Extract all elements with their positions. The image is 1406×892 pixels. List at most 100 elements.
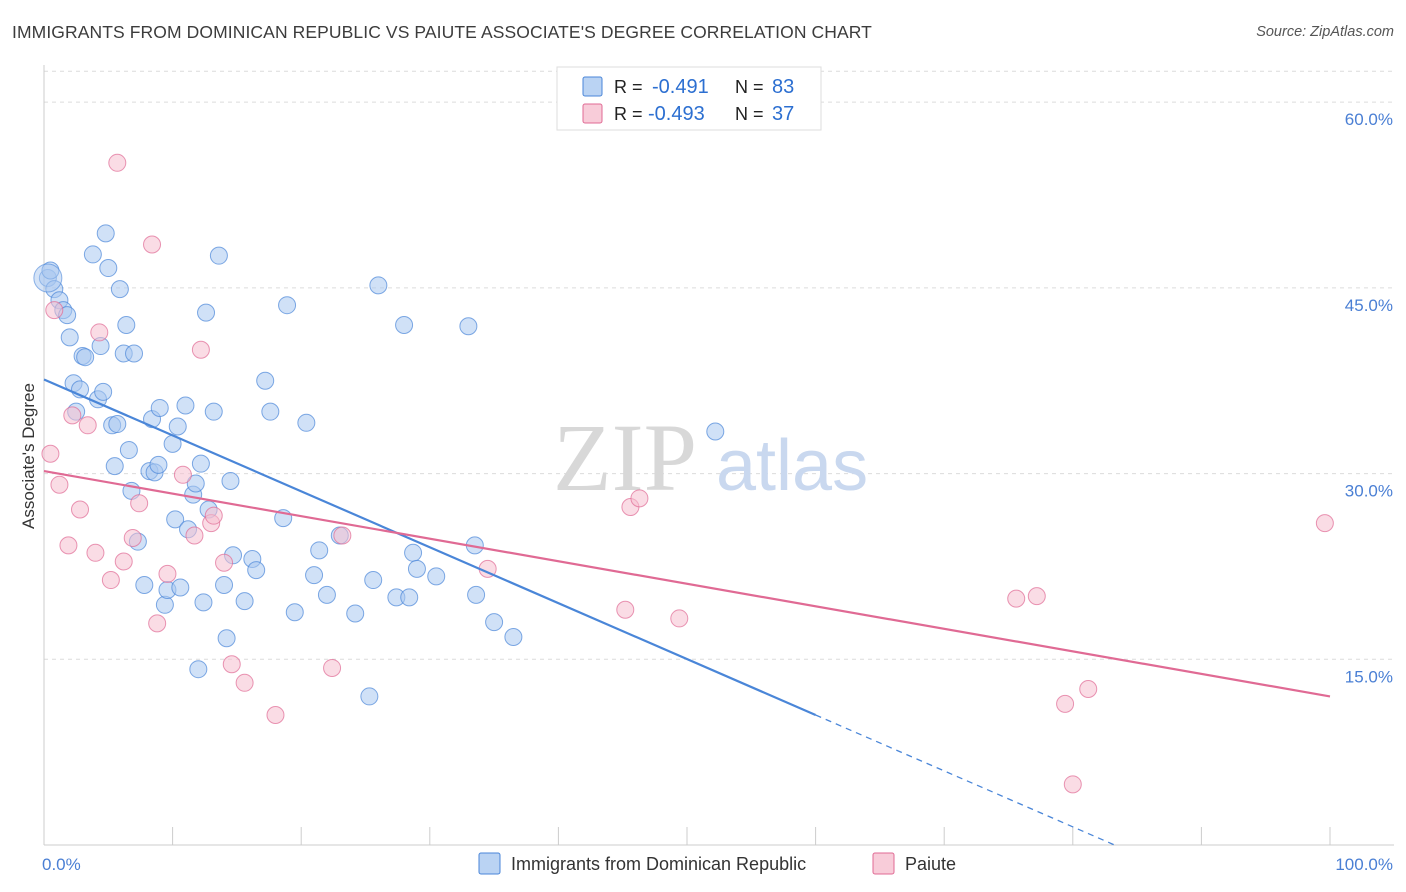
point-paiute xyxy=(215,553,234,572)
point-dominican xyxy=(256,371,275,390)
point-paiute xyxy=(333,526,352,545)
grid xyxy=(44,70,1394,660)
point-paiute xyxy=(86,543,105,562)
y-tick-label: 30.0% xyxy=(1345,482,1393,501)
point-dominican xyxy=(235,592,254,611)
point-paiute xyxy=(222,655,241,674)
point-dominican xyxy=(76,348,95,367)
stats-legend: R = -0.491 N = 83 R = -0.493 N = 37 xyxy=(556,66,822,131)
point-dominican xyxy=(346,604,365,623)
point-dominican xyxy=(176,396,195,415)
trend-line-paiute xyxy=(43,470,1331,698)
point-paiute xyxy=(45,301,64,320)
point-dominican xyxy=(110,280,129,299)
point-dominican xyxy=(83,245,102,264)
point-dominican xyxy=(189,660,208,679)
chart-source: Source: ZipAtlas.com xyxy=(1256,24,1394,40)
point-dominican xyxy=(305,566,324,585)
point-paiute xyxy=(630,489,649,508)
x-tick-labels: 0.0% 100.0% xyxy=(42,855,1393,874)
point-dominican xyxy=(108,415,127,434)
stats-n-value-paiute: 37 xyxy=(772,103,794,125)
point-dominican xyxy=(217,629,236,648)
point-dominican xyxy=(94,382,113,401)
point-paiute xyxy=(50,475,69,494)
point-paiute xyxy=(670,609,689,628)
point-paiute xyxy=(173,465,192,484)
point-dominican xyxy=(166,510,185,529)
point-paiute xyxy=(78,416,97,435)
point-paiute xyxy=(616,600,635,619)
series-legend: Immigrants from Dominican Republic Paiut… xyxy=(478,852,956,875)
point-dominican xyxy=(407,559,426,578)
point-paiute xyxy=(90,323,109,342)
y-tick-labels: 15.0% 30.0% 45.0% 60.0% xyxy=(1345,110,1393,686)
point-paiute xyxy=(1007,589,1026,608)
chart-title: IMMIGRANTS FROM DOMINICAN REPUBLIC VS PA… xyxy=(12,22,872,42)
stats-r-label-dominican: R = xyxy=(614,77,643,97)
y-tick-label: 15.0% xyxy=(1345,667,1393,686)
point-paiute xyxy=(323,658,342,677)
point-dominican xyxy=(149,455,168,474)
point-dominican xyxy=(364,571,383,590)
point-dominican xyxy=(150,398,169,417)
stats-n-value-dominican: 83 xyxy=(772,76,794,98)
legend-swatch-paiute xyxy=(872,852,895,875)
point-dominican xyxy=(400,588,419,607)
point-dominican xyxy=(99,259,118,278)
point-paiute xyxy=(148,614,167,633)
point-dominican xyxy=(404,543,423,562)
legend-label-paiute: Paiute xyxy=(905,854,956,874)
watermark: ZIP atlas xyxy=(553,404,868,511)
stats-r-value-dominican: -0.491 xyxy=(652,76,709,98)
legend-label-dominican: Immigrants from Dominican Republic xyxy=(511,854,806,874)
point-dominican xyxy=(278,296,297,315)
point-dominican xyxy=(105,457,124,476)
stats-swatch-paiute xyxy=(582,103,603,124)
point-dominican xyxy=(125,344,144,363)
point-dominican xyxy=(60,328,79,347)
point-dominican xyxy=(504,628,523,646)
point-paiute xyxy=(185,526,204,545)
point-paiute xyxy=(63,406,82,425)
point-paiute xyxy=(123,528,142,547)
point-dominican xyxy=(369,276,388,295)
point-dominican xyxy=(317,585,336,604)
point-dominican xyxy=(96,224,115,243)
point-paiute xyxy=(108,153,127,172)
point-dominican xyxy=(221,472,240,490)
point-dominican xyxy=(247,561,266,580)
x-tick-label: 0.0% xyxy=(42,855,81,874)
point-dominican xyxy=(261,402,280,421)
point-dominican xyxy=(427,567,446,586)
point-dominican xyxy=(360,687,379,706)
point-dominican xyxy=(706,422,725,441)
point-dominican xyxy=(197,303,216,322)
point-dominican xyxy=(485,613,504,632)
point-dominican xyxy=(33,263,63,293)
stats-swatch-dominican xyxy=(582,76,603,97)
point-dominican xyxy=(215,576,234,594)
x-tick-label: 100.0% xyxy=(1335,855,1393,874)
point-dominican xyxy=(168,417,187,436)
y-axis-label: Associate's Degree xyxy=(19,383,38,529)
point-dominican xyxy=(191,454,210,473)
point-dominican xyxy=(186,474,205,493)
point-paiute xyxy=(1079,680,1098,698)
point-dominican xyxy=(467,585,486,604)
point-dominican xyxy=(459,317,478,336)
point-paiute xyxy=(130,494,149,513)
point-paiute xyxy=(41,444,60,463)
stats-r-label-paiute: R = xyxy=(614,104,643,124)
point-dominican xyxy=(135,576,154,594)
point-dominican xyxy=(310,541,329,560)
point-paiute xyxy=(101,571,120,590)
point-paiute xyxy=(266,706,285,724)
point-dominican xyxy=(204,402,223,421)
trend-line-dominican xyxy=(43,378,817,717)
point-dominican xyxy=(297,413,316,432)
point-dominican xyxy=(119,441,138,460)
point-dominican xyxy=(171,578,190,597)
y-tick-label: 45.0% xyxy=(1345,296,1393,315)
